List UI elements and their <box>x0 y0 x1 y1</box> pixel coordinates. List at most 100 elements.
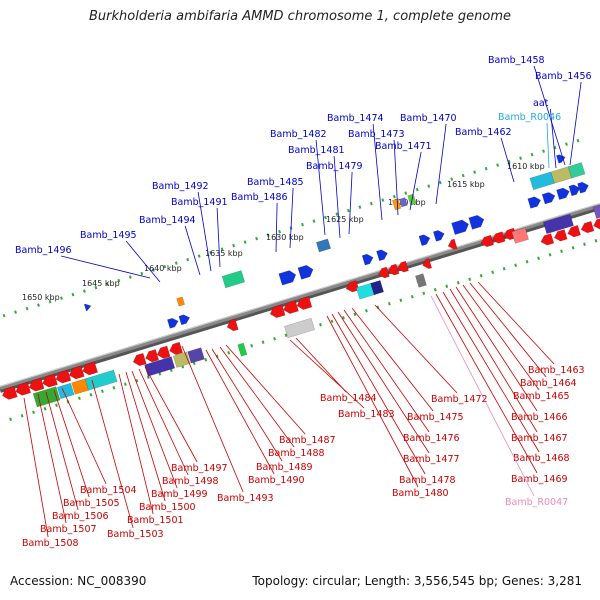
gene-label-bottom: Bamb_1467 <box>511 433 568 444</box>
leader-line-top <box>393 139 399 216</box>
leader-line-bottom <box>337 311 430 454</box>
gene-rev-arrow <box>480 234 494 248</box>
gene-rev-arrow <box>169 341 183 355</box>
gene-box-lower <box>71 378 89 395</box>
gene-label-top: Bamb_1462 <box>455 127 512 138</box>
gene-fwd-arrow <box>278 270 297 286</box>
leader-line-top <box>569 81 582 166</box>
gene-box-lower <box>284 317 315 339</box>
gene-shape <box>491 231 506 244</box>
gene-shape <box>178 314 191 326</box>
gene-label-bottom: Bamb_1504 <box>80 485 137 496</box>
gene-shape <box>592 200 600 219</box>
gene-shape <box>68 365 85 380</box>
gene-label-bottom: Bamb_1498 <box>162 476 219 487</box>
leader-line-bottom <box>449 288 538 433</box>
upper-tick-row <box>0 138 581 319</box>
gene-label-bottom: Bamb_1477 <box>403 454 460 465</box>
gene-rev-arrow <box>132 352 147 367</box>
gene-shape <box>370 280 384 296</box>
gene-shape <box>284 317 315 339</box>
gene-rev-arrow <box>2 385 18 400</box>
gene-label-bottom: Bamb_1469 <box>511 474 568 485</box>
gene-shape <box>527 196 542 209</box>
gene-label-bottom: Bamb_1484 <box>320 393 377 404</box>
gene-shape <box>315 238 331 253</box>
leader-line-bottom <box>181 345 244 493</box>
gene-label-top: Bamb_1491 <box>171 197 228 208</box>
gene-shape <box>278 270 297 286</box>
leader-line-bottom <box>442 291 540 453</box>
leader-line-bottom <box>469 282 547 378</box>
gene-shape <box>176 296 185 307</box>
gene-shape <box>422 257 433 269</box>
leader-line-bottom <box>23 397 49 538</box>
gene-fwd-arrow <box>167 317 179 329</box>
gene-label-bottom: Bamb_1500 <box>139 502 196 513</box>
gene-shape <box>169 341 183 355</box>
gene-label-bottom: Bamb_1490 <box>248 475 305 486</box>
gene-shape <box>397 260 409 273</box>
gene-label-top: Bamb_1485 <box>247 177 304 188</box>
gene-label-top: Bamb_1494 <box>139 215 196 226</box>
gene-shape <box>418 234 431 247</box>
gene-rev-arrow <box>156 345 171 359</box>
gene-shape <box>447 238 458 250</box>
leader-line-bottom <box>455 286 538 412</box>
gene-shape <box>237 342 248 357</box>
leader-line-top <box>216 207 221 268</box>
gene-rev-arrow <box>226 318 239 332</box>
kbp-label: 1610 kbp <box>507 162 545 171</box>
gene-rev-arrow <box>82 361 98 376</box>
leader-line-top <box>546 122 550 169</box>
gene-fwd-arrow <box>361 253 374 266</box>
gene-rev-arrow <box>422 257 433 269</box>
gene-rev-arrow <box>296 296 313 310</box>
gene-label-bottom: Bamb_1466 <box>511 412 568 423</box>
leader-line-top <box>435 123 447 205</box>
gene-rev-arrow <box>378 266 390 279</box>
gene-shape <box>2 385 18 400</box>
gene-box-upper <box>392 198 402 211</box>
gene-label-bottom: Bamb_1505 <box>63 498 120 509</box>
leader-line-top <box>197 191 212 272</box>
gene-fwd-arrow <box>527 196 542 209</box>
gene-box-lower <box>187 347 205 364</box>
leader-line-top <box>61 255 151 279</box>
gene-label-bottom: Bamb_1472 <box>431 394 488 405</box>
gene-fwd-arrow <box>556 187 570 200</box>
gene-rev-arrow <box>387 263 400 276</box>
leader-line-bottom <box>138 368 189 476</box>
gene-shape <box>556 187 570 200</box>
gene-label-top: Bamb_1495 <box>80 230 137 241</box>
gene-shape <box>567 225 581 238</box>
leader-line-bottom <box>125 371 166 502</box>
gene-shape <box>376 249 388 262</box>
gene-box-lower <box>56 382 75 400</box>
gene-shape <box>283 300 299 314</box>
gene-shape <box>144 356 176 377</box>
gene-label-top: Bamb_1496 <box>15 245 72 256</box>
gene-fwd-arrow <box>376 249 388 262</box>
leader-line-bottom <box>462 284 540 391</box>
gene-box-upper <box>315 238 331 253</box>
gene-shape <box>468 214 485 230</box>
gene-shape <box>511 227 529 244</box>
gene-shape <box>568 184 581 197</box>
leader-line-bottom <box>91 379 134 529</box>
leader-line-bottom <box>289 339 365 409</box>
leader-line-top <box>275 202 278 253</box>
leader-line-bottom <box>326 315 419 488</box>
gene-fwd-arrow <box>568 184 581 197</box>
gene-shape <box>226 318 239 332</box>
gene-label-top: Bamb_1481 <box>288 145 345 156</box>
gene-shape <box>221 270 246 289</box>
gene-rev-arrow <box>15 381 32 396</box>
gene-shape <box>451 219 469 235</box>
gene-rev-arrow <box>540 233 555 246</box>
accession-text: Accession: NC_008390 <box>10 574 147 588</box>
gene-rev-arrow <box>397 260 409 273</box>
gene-fwd-arrow <box>297 264 314 280</box>
leader-line-bottom <box>45 391 79 511</box>
gene-shape <box>432 230 445 242</box>
